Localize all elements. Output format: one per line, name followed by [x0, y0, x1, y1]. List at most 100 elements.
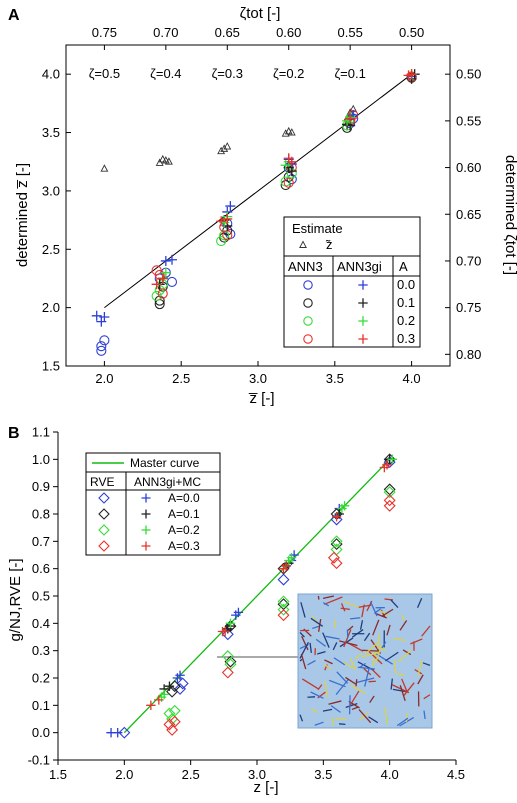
- network-strut: [402, 649, 412, 656]
- panel-b-point: [113, 727, 123, 738]
- panel-a-point: [283, 177, 294, 188]
- network-strut: [417, 660, 423, 677]
- panel-b-point: [330, 513, 343, 526]
- network-strut: [325, 635, 340, 640]
- network-strut: [351, 706, 359, 711]
- panel-b-x-tick-label: 4.5: [447, 767, 465, 782]
- panel-a-legend-circle-marker: [303, 316, 313, 326]
- network-strut: [355, 679, 358, 687]
- network-strut: [361, 651, 380, 658]
- network-strut: [369, 601, 378, 617]
- network-strut: [363, 632, 371, 642]
- panel-b-label: B: [8, 425, 20, 442]
- panel-a-legend-title: Estimate: [292, 221, 343, 236]
- network-strut: [379, 609, 390, 617]
- panel-a-point: [223, 142, 232, 150]
- panel-a-right-tick-label: 0.65: [456, 207, 481, 222]
- panel-a-top-tick-label: 0.70: [153, 25, 178, 40]
- network-strut: [357, 604, 372, 609]
- panel-a-point: [219, 230, 230, 241]
- panel-b-point: [176, 677, 189, 690]
- panel-a-point: [217, 146, 226, 155]
- network-strut: [390, 678, 393, 690]
- panel-b-legend-diamond-marker: [98, 508, 110, 520]
- panel-b-point: [220, 626, 230, 637]
- panel-a-right-axis-label: determined ζtot [-]: [502, 155, 517, 275]
- panel-b-point: [387, 454, 398, 465]
- panel-b-legend: Master curve RVE ANN3gi+MC A=0.0 A=0.1 A…: [85, 452, 221, 556]
- panel-b-point: [163, 718, 176, 731]
- panel-a-legend-row-2: 0.2: [397, 313, 415, 328]
- network-strut: [310, 617, 324, 627]
- network-strut: [423, 694, 431, 700]
- panel-b-point: [330, 557, 343, 570]
- network-strut: [318, 618, 322, 632]
- panel-b-point: [277, 603, 290, 616]
- network-strut: [350, 684, 366, 695]
- panel-a-y-axis-label: determined z̅ [-]: [14, 163, 31, 267]
- panel-a-top-tick-label: 0.75: [92, 25, 117, 40]
- panel-a-right-tick-label: 0.80: [456, 347, 481, 362]
- panel-a-legend-col3: A: [399, 259, 408, 274]
- panel-b-y-tick-label: 0.8: [32, 507, 50, 522]
- network-strut: [384, 707, 389, 726]
- network-strut: [414, 669, 423, 675]
- panel-a-point: [216, 236, 227, 247]
- network-strut: [356, 677, 375, 684]
- panel-b-y-tick-label: 0.2: [32, 671, 50, 686]
- network-strut: [368, 650, 383, 665]
- panel-b-legend-plus-marker: [141, 541, 151, 551]
- panel-a-zeta-label: ζ=0.3: [212, 66, 243, 81]
- panel-b-point: [383, 499, 396, 512]
- network-strut: [322, 602, 330, 607]
- panel-b-point: [339, 501, 350, 511]
- panel-a-x-tick-label: 4.0: [403, 371, 421, 386]
- network-strut: [369, 695, 375, 704]
- panel-a-point: [160, 255, 171, 266]
- network-strut: [323, 596, 343, 605]
- network-strut: [349, 617, 361, 620]
- network-strut: [396, 717, 409, 727]
- panel-a-legend-plus-marker: [358, 334, 368, 344]
- network-strut: [422, 662, 431, 666]
- panel-a-point: [286, 166, 297, 177]
- panel-b-point: [233, 607, 244, 618]
- panel-a-label: A: [8, 7, 20, 24]
- panel-a-point: [151, 279, 162, 290]
- network-strut: [339, 637, 354, 648]
- panel-b-point: [277, 573, 290, 586]
- network-strut: [381, 608, 394, 617]
- network-strut: [410, 638, 423, 645]
- panel-b-point: [175, 670, 185, 680]
- network-strut: [322, 595, 335, 600]
- network-strut: [358, 709, 372, 724]
- panel-b-point: [383, 486, 396, 499]
- network-strut: [398, 649, 412, 663]
- network-strut: [343, 661, 357, 670]
- panel-a-point: [287, 128, 296, 136]
- network-strut: [322, 708, 333, 712]
- network-strut: [416, 597, 423, 609]
- panel-b-point: [166, 723, 179, 736]
- panel-b-y-tick-label: 1.0: [32, 452, 50, 467]
- network-strut: [339, 723, 346, 726]
- panel-b-point: [383, 494, 396, 507]
- panel-a-top-axis-label: ζtot [-]: [240, 5, 281, 22]
- panel-a-point: [345, 113, 356, 124]
- network-strut: [301, 678, 320, 690]
- panel-a-point: [96, 345, 107, 356]
- network-strut: [364, 642, 378, 655]
- panel-a-legend-row-3: 0.3: [397, 331, 415, 346]
- network-strut: [301, 636, 309, 651]
- panel-b-y-axis-label: g/NJ,RVE [-]: [7, 558, 24, 641]
- panel-a-legend-col2: ANN3gi: [337, 259, 382, 274]
- network-strut: [385, 651, 399, 662]
- panel-a-chart: ζtot [-] z̅ [-] determined z̅ [-] determ…: [14, 5, 517, 407]
- panel-b-x-tick-label: 3.0: [248, 767, 266, 782]
- panel-a-point: [219, 232, 230, 243]
- panel-b-legend-plus-marker: [141, 493, 151, 503]
- network-strut: [300, 653, 307, 670]
- network-strut: [392, 688, 407, 693]
- panel-a-point: [222, 213, 233, 224]
